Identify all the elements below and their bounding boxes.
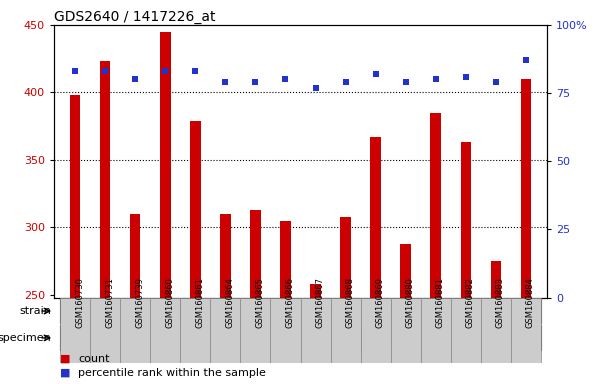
Point [341, 79, 350, 85]
Bar [100, 61, 111, 298]
Point [371, 71, 380, 77]
Point [100, 68, 110, 74]
Text: GSM160882: GSM160882 [466, 277, 475, 328]
Text: GSM160881: GSM160881 [436, 277, 445, 328]
Point [191, 68, 200, 74]
Bar [370, 137, 381, 298]
Bar [130, 214, 141, 298]
Text: B cell: B cell [195, 333, 225, 343]
Text: GSM160865: GSM160865 [255, 277, 264, 328]
Bar [421, 298, 451, 363]
Bar [361, 298, 391, 363]
Text: GDS2640 / 1417226_at: GDS2640 / 1417226_at [54, 10, 216, 24]
Text: strain: strain [19, 306, 51, 316]
Bar [70, 95, 81, 298]
Text: GSM160861: GSM160861 [195, 277, 204, 328]
Bar [270, 298, 300, 363]
Point [311, 84, 320, 91]
Bar [190, 121, 201, 298]
Text: GSM160867: GSM160867 [316, 277, 325, 328]
Bar [310, 284, 321, 298]
Bar [220, 214, 231, 298]
Point [70, 68, 80, 74]
Bar [340, 217, 351, 298]
Bar [451, 298, 481, 363]
Bar [240, 298, 270, 363]
Text: specimen: specimen [0, 333, 51, 343]
Bar [160, 32, 171, 298]
Bar [90, 298, 120, 363]
Bar [511, 298, 541, 363]
Bar [150, 298, 180, 363]
Bar [300, 298, 331, 363]
Text: percentile rank within the sample: percentile rank within the sample [78, 368, 266, 378]
Text: GSM160731: GSM160731 [105, 277, 114, 328]
Point [521, 57, 531, 63]
Bar [120, 298, 150, 363]
Bar [60, 298, 90, 363]
Point [281, 76, 290, 83]
Text: GSM160880: GSM160880 [406, 277, 415, 328]
Text: ■: ■ [60, 368, 70, 378]
Bar [60, 298, 180, 324]
Text: XBP1s transgenic: XBP1s transgenic [312, 306, 409, 316]
Text: GSM160884: GSM160884 [526, 277, 535, 328]
Text: count: count [78, 354, 109, 364]
Text: GSM160883: GSM160883 [496, 277, 505, 328]
Point [251, 79, 260, 85]
Point [221, 79, 230, 85]
Bar [180, 298, 210, 363]
Bar [210, 298, 240, 363]
Bar [481, 298, 511, 363]
Text: GSM160730: GSM160730 [75, 277, 84, 328]
Bar [60, 325, 361, 351]
Point [431, 76, 441, 83]
Bar [280, 221, 291, 298]
Text: GSM160866: GSM160866 [285, 277, 294, 328]
Point [130, 76, 140, 83]
Bar [361, 325, 541, 351]
Point [461, 74, 471, 80]
Bar [490, 261, 501, 298]
Bar [331, 298, 361, 363]
Text: GSM160864: GSM160864 [225, 277, 234, 328]
Bar [400, 243, 411, 298]
Point [491, 79, 501, 85]
Text: ■: ■ [60, 354, 70, 364]
Text: GSM160869: GSM160869 [376, 277, 385, 328]
Bar [430, 113, 441, 298]
Bar [391, 298, 421, 363]
Bar [520, 79, 531, 298]
Bar [460, 142, 471, 298]
Text: wild type: wild type [95, 306, 145, 316]
Point [401, 79, 410, 85]
Text: GSM160868: GSM160868 [346, 277, 355, 328]
Point [160, 68, 170, 74]
Bar [180, 298, 541, 324]
Text: GSM160739: GSM160739 [135, 277, 144, 328]
Text: tumor: tumor [434, 333, 468, 343]
Text: GSM160860: GSM160860 [165, 277, 174, 328]
Bar [250, 210, 261, 298]
